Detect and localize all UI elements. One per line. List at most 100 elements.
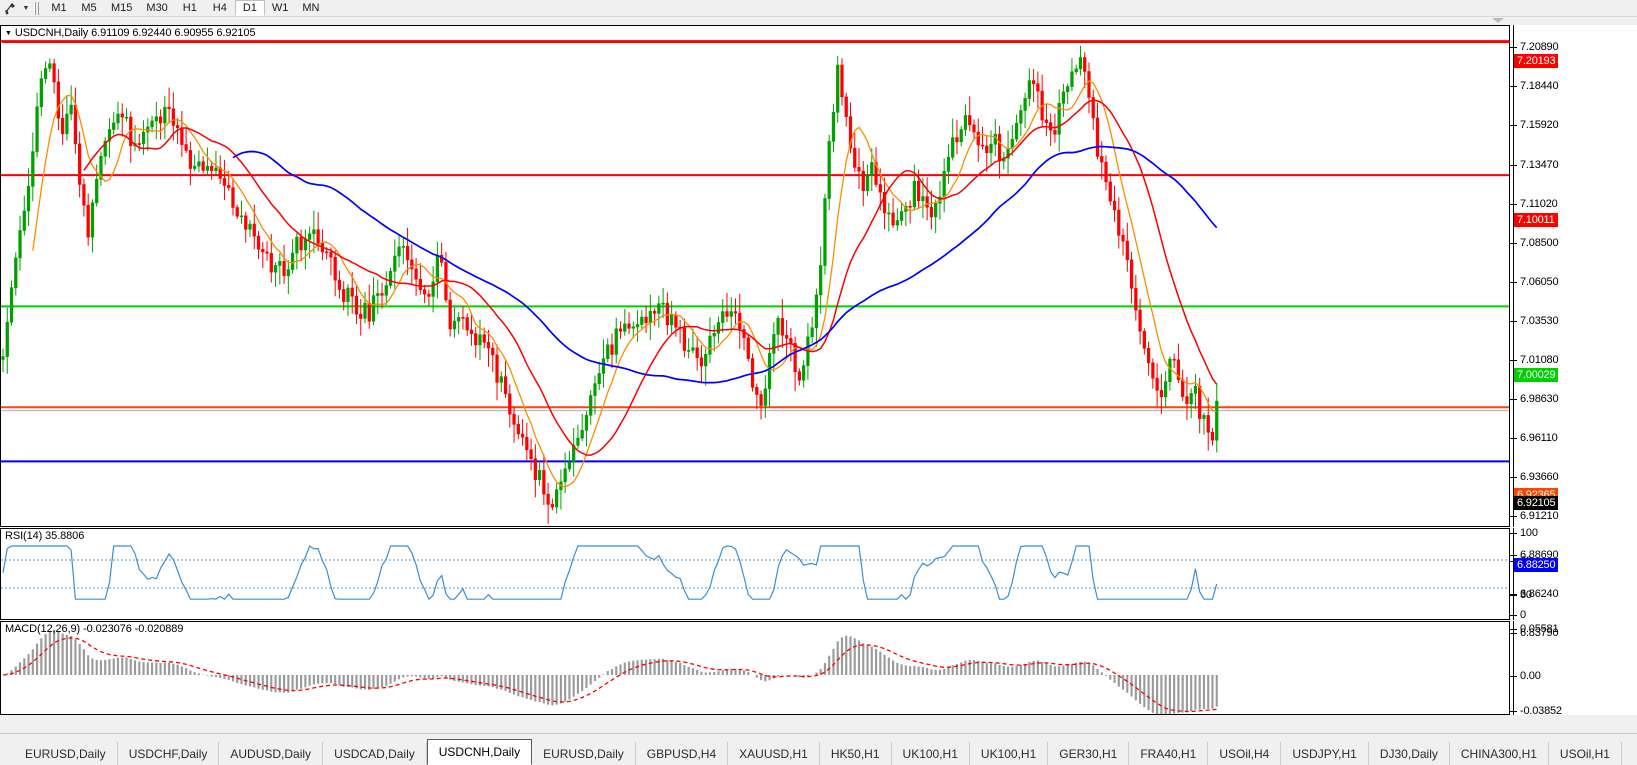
macd-tick-label: -0.03852 [1520,705,1562,717]
price-tick-label: 7.01080 [1520,354,1559,366]
price-tick-label: 7.11020 [1520,198,1558,210]
macd-pane-title: MACD(12,26,9) -0.023076 -0.020889 [5,623,184,635]
macd-tick [1510,676,1517,677]
price-axis-line [1513,25,1514,527]
price-tick [1510,360,1517,361]
chart-tab[interactable]: UK100,H1 [970,742,1049,765]
price-pane[interactable]: ▼ USDCNH,Daily 6.91109 6.92440 6.90955 6.… [0,25,1510,527]
timeframe-button-d1[interactable]: D1 [234,0,265,16]
price-tick [1510,243,1517,244]
rsi-tick [1510,615,1517,616]
price-level-badge[interactable]: 6.92105 [1514,496,1559,510]
chart-tab[interactable]: USOil,H4 [1208,742,1282,765]
chart-tab[interactable]: GBPUSD,H4 [636,742,729,765]
rsi-tick-label: 0 [1520,609,1526,621]
timeframe-button-m15[interactable]: M15 [111,2,133,14]
price-tick-label: 7.15920 [1520,119,1559,131]
chart-tab-active[interactable]: USDCNH,Daily [426,739,533,765]
chart-tab[interactable]: USDJPY,H1 [1281,742,1369,765]
triangle-down-icon[interactable]: ▼ [5,29,12,37]
price-tick [1510,282,1517,283]
price-chart-svg [1,40,1509,524]
macd-tick-label: 0.00 [1520,670,1541,682]
rsi-chart-svg [1,545,1509,601]
price-level-badge[interactable]: 7.20193 [1514,54,1559,68]
timeframe-button-m5[interactable]: M5 [81,2,97,14]
rsi-axis-line [1513,528,1514,620]
timeframe-button-m30[interactable]: M30 [146,2,168,14]
chart-tab[interactable]: AUDUSD,Daily [219,742,324,765]
crosshair-cursor-icon[interactable] [0,1,20,16]
chart-tab[interactable]: USDCHF,Daily [118,742,220,765]
price-axis[interactable]: 7.20890 7.18440 7.15920 7.13470 7.11020 7.085… [1510,25,1637,717]
chart-tab[interactable]: FRA40,H1 [1129,742,1209,765]
price-tick-label: 6.86240 [1520,588,1559,600]
chart-tab[interactable]: UK100,H1 [892,742,970,765]
timeframe-button-mn[interactable]: MN [302,2,320,14]
price-tick [1510,477,1517,478]
chart-tab[interactable]: DJ30,Daily [1369,742,1450,765]
price-tick-label: 7.20890 [1520,41,1559,53]
price-tick [1510,47,1517,48]
chart-tab[interactable]: EURUSD,Daily [532,742,636,765]
chart-tab[interactable]: USDCAD,Daily [323,742,427,765]
chart-tab-bar[interactable]: EURUSD,Daily USDCHF,Daily AUDUSD,Daily USDC… [0,733,1637,765]
price-tick-label: 6.93660 [1520,471,1559,483]
price-tick-label: 7.18440 [1520,80,1559,92]
chart-tab[interactable]: CHINA300,H1 [1450,742,1549,765]
rsi-pane[interactable]: RSI(14) 35.8806 [0,528,1510,620]
price-tick-label: 7.13470 [1520,159,1559,171]
macd-tick-label: 0.05581 [1520,623,1559,635]
price-level-badge[interactable]: 7.10011 [1514,213,1558,227]
price-tick [1510,516,1517,517]
scroll-nub-icon[interactable] [1492,18,1504,23]
price-tick-label: 6.91210 [1520,510,1559,522]
price-tick [1510,633,1517,634]
chart-tab[interactable]: GER30,H1 [1048,742,1130,765]
chart-top-strip [0,17,1637,25]
chart-tab[interactable]: HK50,H1 [820,742,892,765]
timeframe-toolbar: ▼ M1 M5 M15 M30 H1 H4 D1 W1 MN [0,0,1637,17]
price-tick [1510,438,1517,439]
macd-tick [1510,711,1517,712]
price-pane-title: ▼ USDCNH,Daily 6.91109 6.92440 6.90955 6.… [5,27,256,39]
chart-tab[interactable]: XAUUSD,H1 [728,742,820,765]
price-tick [1510,204,1517,205]
timeframe-button-h1[interactable]: H1 [182,2,197,14]
timeframe-button-h4[interactable]: H4 [212,2,227,14]
macd-pane[interactable]: MACD(12,26,9) -0.023076 -0.020889 [0,621,1510,715]
chart-canvas-area[interactable]: ▼ USDCNH,Daily 6.91109 6.92440 6.90955 6.… [0,25,1637,758]
price-tick [1510,86,1517,87]
macd-chart-svg [2,629,1218,714]
timeframe-button-m1[interactable]: M1 [51,2,67,14]
price-tick [1510,321,1517,322]
price-tick-label: 7.08500 [1520,237,1559,249]
price-pane-title-text: USDCNH,Daily 6.91109 6.92440 6.90955 6.9… [14,27,256,39]
rsi-pane-title: RSI(14) 35.8806 [5,530,85,542]
price-level-badge[interactable]: 6.88250 [1514,558,1559,572]
price-tick [1510,594,1517,595]
rsi-tick-label: 100 [1520,527,1538,539]
toolbar-drag-handle[interactable] [34,1,41,15]
price-tick [1510,125,1517,126]
rsi-tick-label: 30 [1520,589,1532,601]
timeframe-button-w1[interactable]: W1 [271,2,289,14]
rsi-tick [1510,561,1517,562]
price-tick-label: 7.06050 [1520,276,1559,288]
price-tick [1510,555,1517,556]
macd-tick [1510,629,1517,630]
price-level-badge[interactable]: 7.00029 [1514,368,1559,382]
chevron-down-icon[interactable]: ▼ [22,4,30,12]
price-tick [1510,165,1517,166]
rsi-tick [1510,533,1517,534]
price-tick-label: 6.83790 [1520,627,1559,639]
chart-tab[interactable]: EURUSD,Daily [14,742,118,765]
price-tick-label: 7.03530 [1520,315,1559,327]
price-tick [1510,399,1517,400]
chart-tab[interactable]: USOil,H1 [1549,742,1622,765]
rsi-tick [1510,595,1517,596]
price-tick-label: 6.96110 [1520,432,1558,444]
macd-axis-line [1513,621,1514,715]
title-underline [2,41,1510,43]
